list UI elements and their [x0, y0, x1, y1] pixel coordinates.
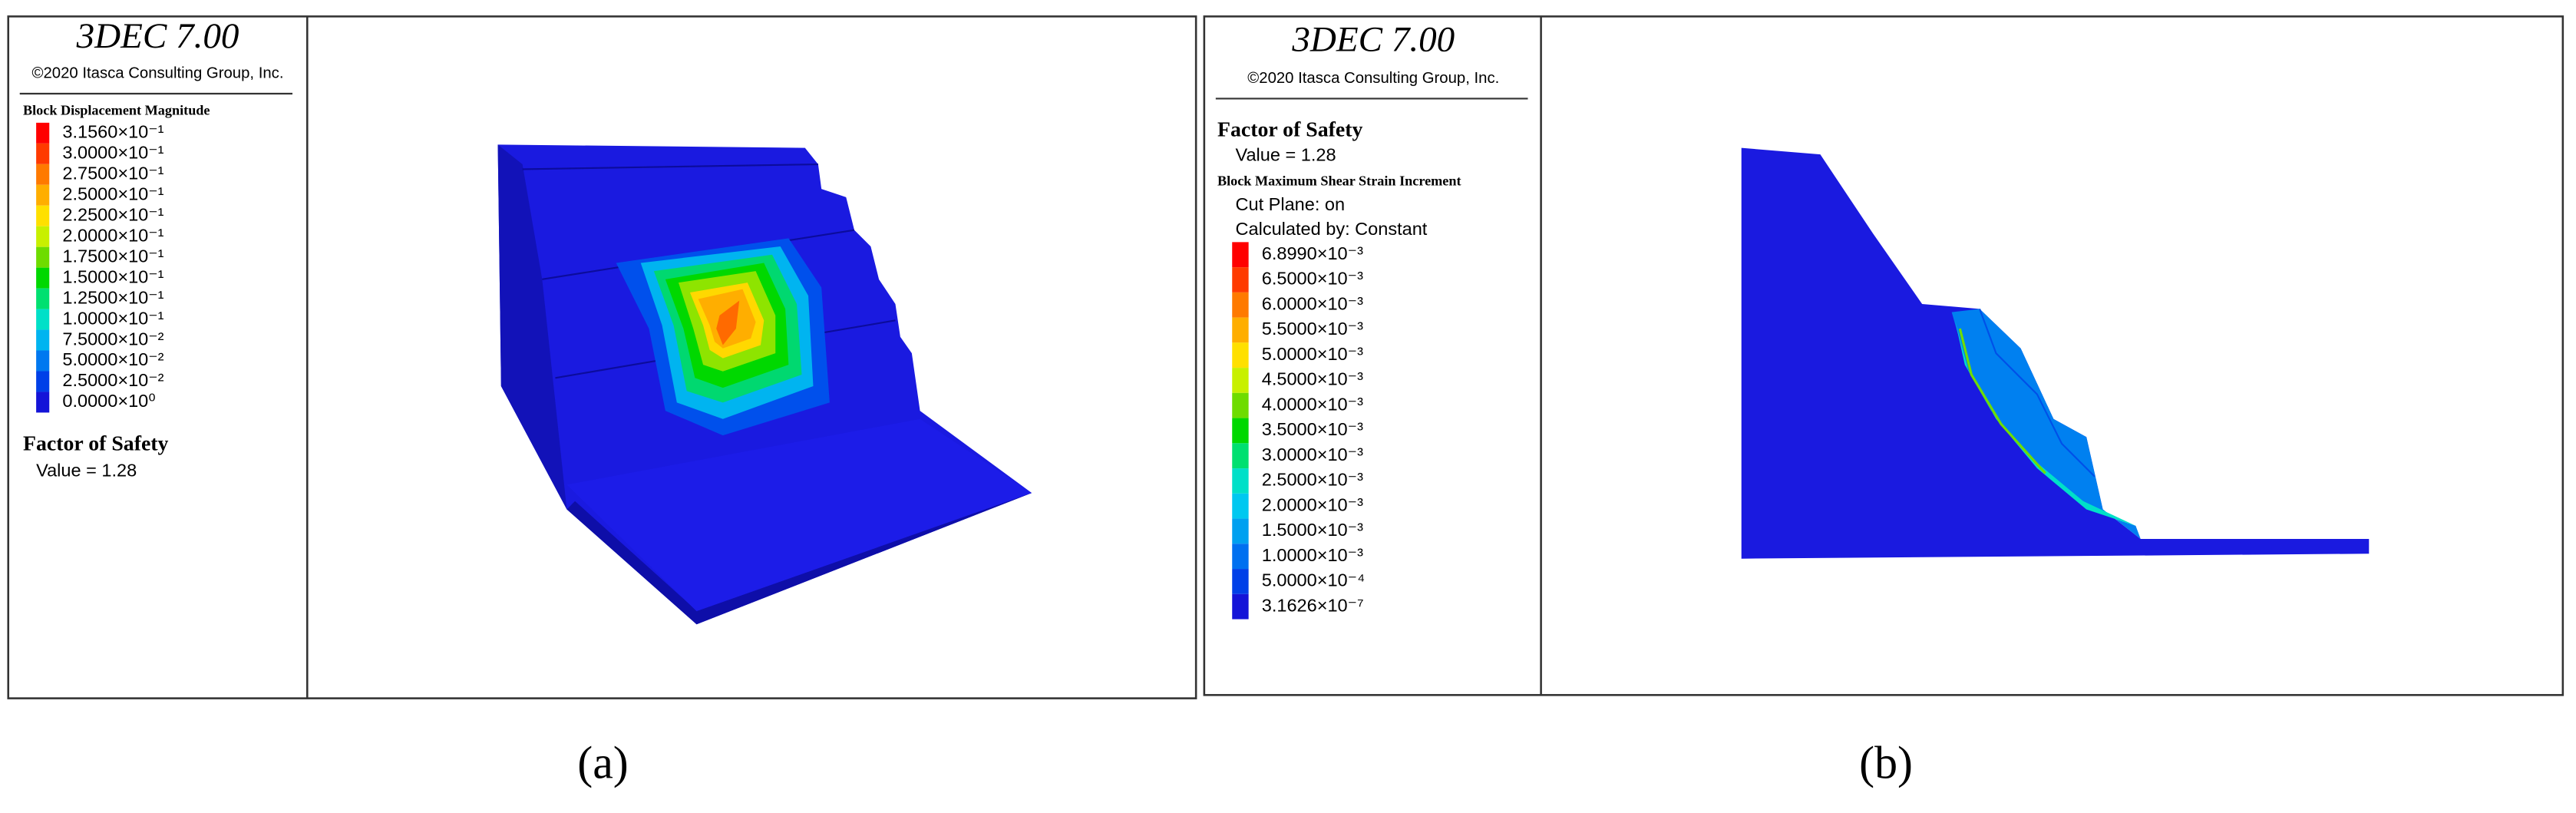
legend-label: 1.7500×10⁻¹ [62, 246, 163, 266]
legend-label: 4.0000×10⁻³ [1262, 394, 1363, 414]
fos-title: Factor of Safety [23, 431, 169, 455]
legend-label: 5.0000×10⁻² [62, 349, 163, 369]
legend-label: 3.1560×10⁻¹ [62, 122, 163, 142]
legend-swatch [36, 288, 50, 309]
legend-label: 2.5000×10⁻² [62, 370, 163, 390]
legend-swatch [36, 371, 50, 392]
legend-label: 2.5000×10⁻¹ [62, 183, 163, 203]
caption: (b) [1859, 737, 1913, 788]
legend-label: 1.0000×10⁻³ [1262, 545, 1363, 565]
legend-swatch [1232, 418, 1249, 444]
legend-label: 5.0000×10⁻³ [1262, 344, 1363, 364]
fos-value: Value = 1.28 [1236, 145, 1336, 165]
legend-swatch [1232, 267, 1249, 292]
legend-swatch [36, 184, 50, 206]
legend-swatch [36, 246, 50, 268]
legend-label: 0.0000×10⁰ [62, 391, 155, 411]
legend-swatch [1232, 544, 1249, 570]
legend-swatch [36, 350, 50, 372]
legend-label: 5.5000×10⁻³ [1262, 319, 1363, 339]
legend-swatch [36, 329, 50, 351]
legend-label: 2.2500×10⁻¹ [62, 204, 163, 224]
fos-title: Factor of Safety [1217, 118, 1363, 142]
legend-label: 2.0000×10⁻³ [1262, 494, 1363, 514]
slope-section [1741, 147, 2370, 559]
legend-swatch [1232, 342, 1249, 368]
legend-note: Calculated by: Constant [1236, 219, 1428, 239]
header: 3DEC 7.00 [1291, 19, 1455, 59]
legend-swatch [1232, 368, 1249, 393]
legend-swatch [1232, 443, 1249, 469]
legend-note: Cut Plane: on [1236, 194, 1346, 214]
legend-swatch [36, 267, 50, 289]
legend-swatch [36, 205, 50, 226]
legend-label: 3.1626×10⁻⁷ [1262, 595, 1364, 615]
legend-swatch [36, 226, 50, 247]
legend-label: 5.0000×10⁻⁴ [1262, 570, 1365, 590]
caption: (a) [577, 737, 629, 788]
legend-swatch [36, 122, 50, 144]
legend-swatch [1232, 317, 1249, 343]
legend-label: 2.7500×10⁻¹ [62, 164, 163, 183]
legend-swatch [1232, 493, 1249, 519]
legend-swatch [1232, 569, 1249, 594]
legend-swatch [1232, 518, 1249, 544]
labels: 3DEC 7.00 ©2020 Itasca Consulting Group,… [23, 16, 1913, 788]
legend-label: 2.5000×10⁻³ [1262, 470, 1363, 490]
legend-title: Block Displacement Magnitude [23, 103, 210, 118]
legend-label: 6.5000×10⁻³ [1262, 269, 1363, 289]
header: 3DEC 7.00 [76, 16, 239, 56]
legend-label: 1.0000×10⁻¹ [62, 308, 163, 328]
legend-swatch [36, 309, 50, 330]
legend-label: 3.0000×10⁻¹ [62, 143, 163, 163]
legend-swatch [1232, 392, 1249, 418]
legend-swatch [36, 164, 50, 185]
legend-swatch [36, 392, 50, 413]
legend-label: 3.0000×10⁻³ [1262, 445, 1363, 464]
legend-swatch [1232, 242, 1249, 268]
legend-title: Block Maximum Shear Strain Increment [1217, 174, 1461, 189]
legend-label: 2.0000×10⁻¹ [62, 225, 163, 245]
legend-label: 4.5000×10⁻³ [1262, 369, 1363, 389]
legend-label: 3.5000×10⁻³ [1262, 419, 1363, 439]
slope-model-3d [497, 144, 1032, 625]
copyright: ©2020 Itasca Consulting Group, Inc. [1247, 70, 1499, 87]
legend-swatch [1232, 292, 1249, 318]
legend-label: 6.0000×10⁻³ [1262, 293, 1363, 313]
legend-label: 7.5000×10⁻² [62, 329, 163, 349]
legend-swatch [36, 143, 50, 164]
legend-swatch [1232, 468, 1249, 494]
copyright: ©2020 Itasca Consulting Group, Inc. [32, 65, 284, 82]
fos-value: Value = 1.28 [36, 460, 137, 480]
legend-label: 1.5000×10⁻³ [1262, 520, 1363, 540]
legend-label: 1.5000×10⁻¹ [62, 266, 163, 286]
legend-label: 1.2500×10⁻¹ [62, 287, 163, 307]
legend-swatch [1232, 593, 1249, 620]
legend-label: 6.8990×10⁻³ [1262, 243, 1363, 263]
